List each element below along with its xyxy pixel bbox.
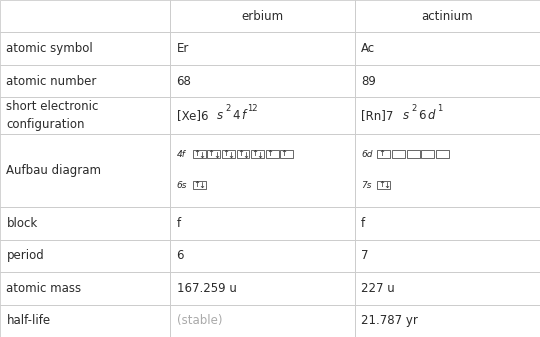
Text: 6: 6 bbox=[418, 109, 425, 122]
Bar bbox=[377, 150, 390, 158]
Text: [Rn]7: [Rn]7 bbox=[361, 109, 394, 122]
Bar bbox=[251, 150, 264, 158]
Text: 4: 4 bbox=[232, 109, 239, 122]
Bar bbox=[0, 97, 170, 134]
Text: (stable): (stable) bbox=[177, 314, 222, 327]
Bar bbox=[436, 150, 449, 158]
Bar bbox=[355, 305, 540, 337]
Bar bbox=[170, 0, 355, 32]
Bar bbox=[0, 272, 170, 305]
Bar bbox=[170, 65, 355, 97]
Bar bbox=[237, 150, 249, 158]
Bar bbox=[193, 181, 206, 189]
Text: short electronic
configuration: short electronic configuration bbox=[6, 100, 99, 131]
Bar bbox=[355, 240, 540, 272]
Text: ↓: ↓ bbox=[383, 181, 390, 190]
Text: 7s: 7s bbox=[361, 181, 372, 190]
Bar bbox=[355, 97, 540, 134]
Text: actinium: actinium bbox=[422, 10, 473, 23]
Bar bbox=[0, 32, 170, 65]
Text: 6d: 6d bbox=[361, 150, 373, 159]
Text: ↑: ↑ bbox=[252, 149, 259, 158]
Text: block: block bbox=[6, 217, 38, 230]
Text: 1: 1 bbox=[437, 104, 442, 113]
Text: atomic symbol: atomic symbol bbox=[6, 42, 93, 55]
Text: atomic number: atomic number bbox=[6, 75, 97, 88]
Text: atomic mass: atomic mass bbox=[6, 282, 82, 295]
Text: ↑: ↑ bbox=[266, 149, 273, 158]
Text: period: period bbox=[6, 249, 44, 262]
Bar bbox=[0, 65, 170, 97]
Text: 12: 12 bbox=[247, 104, 258, 113]
Bar bbox=[407, 150, 420, 158]
Text: Aufbau diagram: Aufbau diagram bbox=[6, 164, 102, 177]
Text: ↑: ↑ bbox=[237, 149, 244, 158]
Bar bbox=[266, 150, 279, 158]
Bar bbox=[355, 272, 540, 305]
Bar bbox=[280, 150, 293, 158]
Text: ↑: ↑ bbox=[378, 180, 385, 189]
Text: f: f bbox=[241, 109, 246, 122]
Text: s: s bbox=[403, 109, 409, 122]
Bar bbox=[222, 150, 235, 158]
Bar bbox=[170, 134, 355, 207]
Text: ↓: ↓ bbox=[213, 151, 220, 160]
Text: 2: 2 bbox=[411, 104, 416, 113]
Text: 68: 68 bbox=[177, 75, 192, 88]
Text: 4f: 4f bbox=[177, 150, 185, 159]
Bar bbox=[0, 305, 170, 337]
Bar bbox=[392, 150, 405, 158]
Text: [Xe]6: [Xe]6 bbox=[177, 109, 208, 122]
Bar bbox=[0, 240, 170, 272]
Text: erbium: erbium bbox=[241, 10, 284, 23]
Text: 21.787 yr: 21.787 yr bbox=[361, 314, 418, 327]
Bar bbox=[377, 181, 390, 189]
Bar bbox=[0, 0, 170, 32]
Text: ↓: ↓ bbox=[198, 151, 205, 160]
Text: 7: 7 bbox=[361, 249, 369, 262]
Bar bbox=[355, 207, 540, 240]
Text: f: f bbox=[177, 217, 181, 230]
Bar bbox=[170, 207, 355, 240]
Text: ↑: ↑ bbox=[208, 149, 215, 158]
Text: 227 u: 227 u bbox=[361, 282, 395, 295]
Bar bbox=[355, 32, 540, 65]
Text: ↑: ↑ bbox=[222, 149, 230, 158]
Bar bbox=[170, 240, 355, 272]
Bar bbox=[0, 134, 170, 207]
Text: 2: 2 bbox=[225, 104, 231, 113]
Text: ↑: ↑ bbox=[193, 180, 200, 189]
Text: ↓: ↓ bbox=[227, 151, 234, 160]
Text: ↑: ↑ bbox=[281, 149, 288, 158]
Bar bbox=[355, 134, 540, 207]
Text: half-life: half-life bbox=[6, 314, 51, 327]
Bar bbox=[421, 150, 434, 158]
Bar bbox=[170, 305, 355, 337]
Text: ↓: ↓ bbox=[198, 181, 205, 190]
Bar bbox=[355, 65, 540, 97]
Text: ↑: ↑ bbox=[193, 149, 200, 158]
Text: f: f bbox=[361, 217, 366, 230]
Text: d: d bbox=[427, 109, 435, 122]
Text: Ac: Ac bbox=[361, 42, 375, 55]
Text: 167.259 u: 167.259 u bbox=[177, 282, 237, 295]
Text: 6s: 6s bbox=[177, 181, 187, 190]
Text: ↑: ↑ bbox=[378, 149, 385, 158]
Bar bbox=[170, 272, 355, 305]
Text: 89: 89 bbox=[361, 75, 376, 88]
Bar bbox=[170, 32, 355, 65]
Bar bbox=[193, 150, 206, 158]
Text: Er: Er bbox=[177, 42, 189, 55]
Text: ↓: ↓ bbox=[256, 151, 264, 160]
Text: s: s bbox=[217, 109, 224, 122]
Text: 6: 6 bbox=[177, 249, 184, 262]
Bar bbox=[0, 207, 170, 240]
Bar bbox=[170, 97, 355, 134]
Bar bbox=[207, 150, 220, 158]
Text: ↓: ↓ bbox=[242, 151, 249, 160]
Bar bbox=[355, 0, 540, 32]
